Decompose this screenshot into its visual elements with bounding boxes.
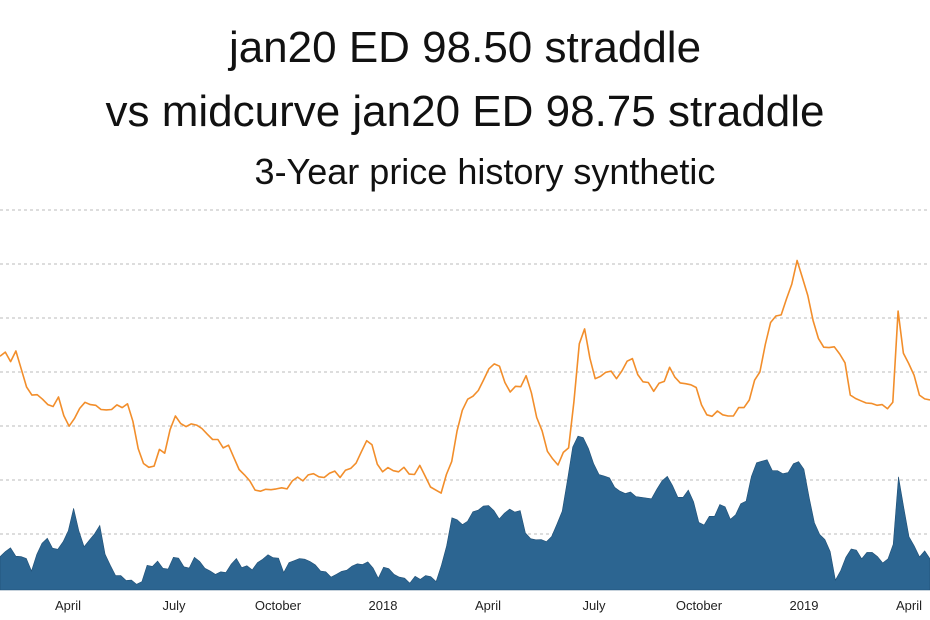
chart-subtitle: 3-Year price history synthetic [254, 151, 716, 192]
chart-title-line-2: vs midcurve jan20 ED 98.75 straddle [105, 87, 825, 136]
x-axis: April July October 2018 April July October 2019… [55, 598, 922, 613]
x-tick-label: 2018 [369, 598, 398, 613]
area-series-shape [0, 435, 930, 591]
x-tick-label: April [55, 598, 81, 613]
x-tick-label: July [162, 598, 186, 613]
x-tick-label: October [255, 598, 302, 613]
x-tick-label: 2019 [790, 598, 819, 613]
x-tick-label: July [582, 598, 606, 613]
line-series-path [0, 259, 930, 494]
chart-title-line-1: jan20 ED 98.50 straddle [228, 23, 702, 72]
x-tick-label: April [896, 598, 922, 613]
x-tick-label: April [475, 598, 501, 613]
line-series [0, 259, 930, 494]
x-tick-label: October [676, 598, 723, 613]
area-series [0, 435, 930, 591]
